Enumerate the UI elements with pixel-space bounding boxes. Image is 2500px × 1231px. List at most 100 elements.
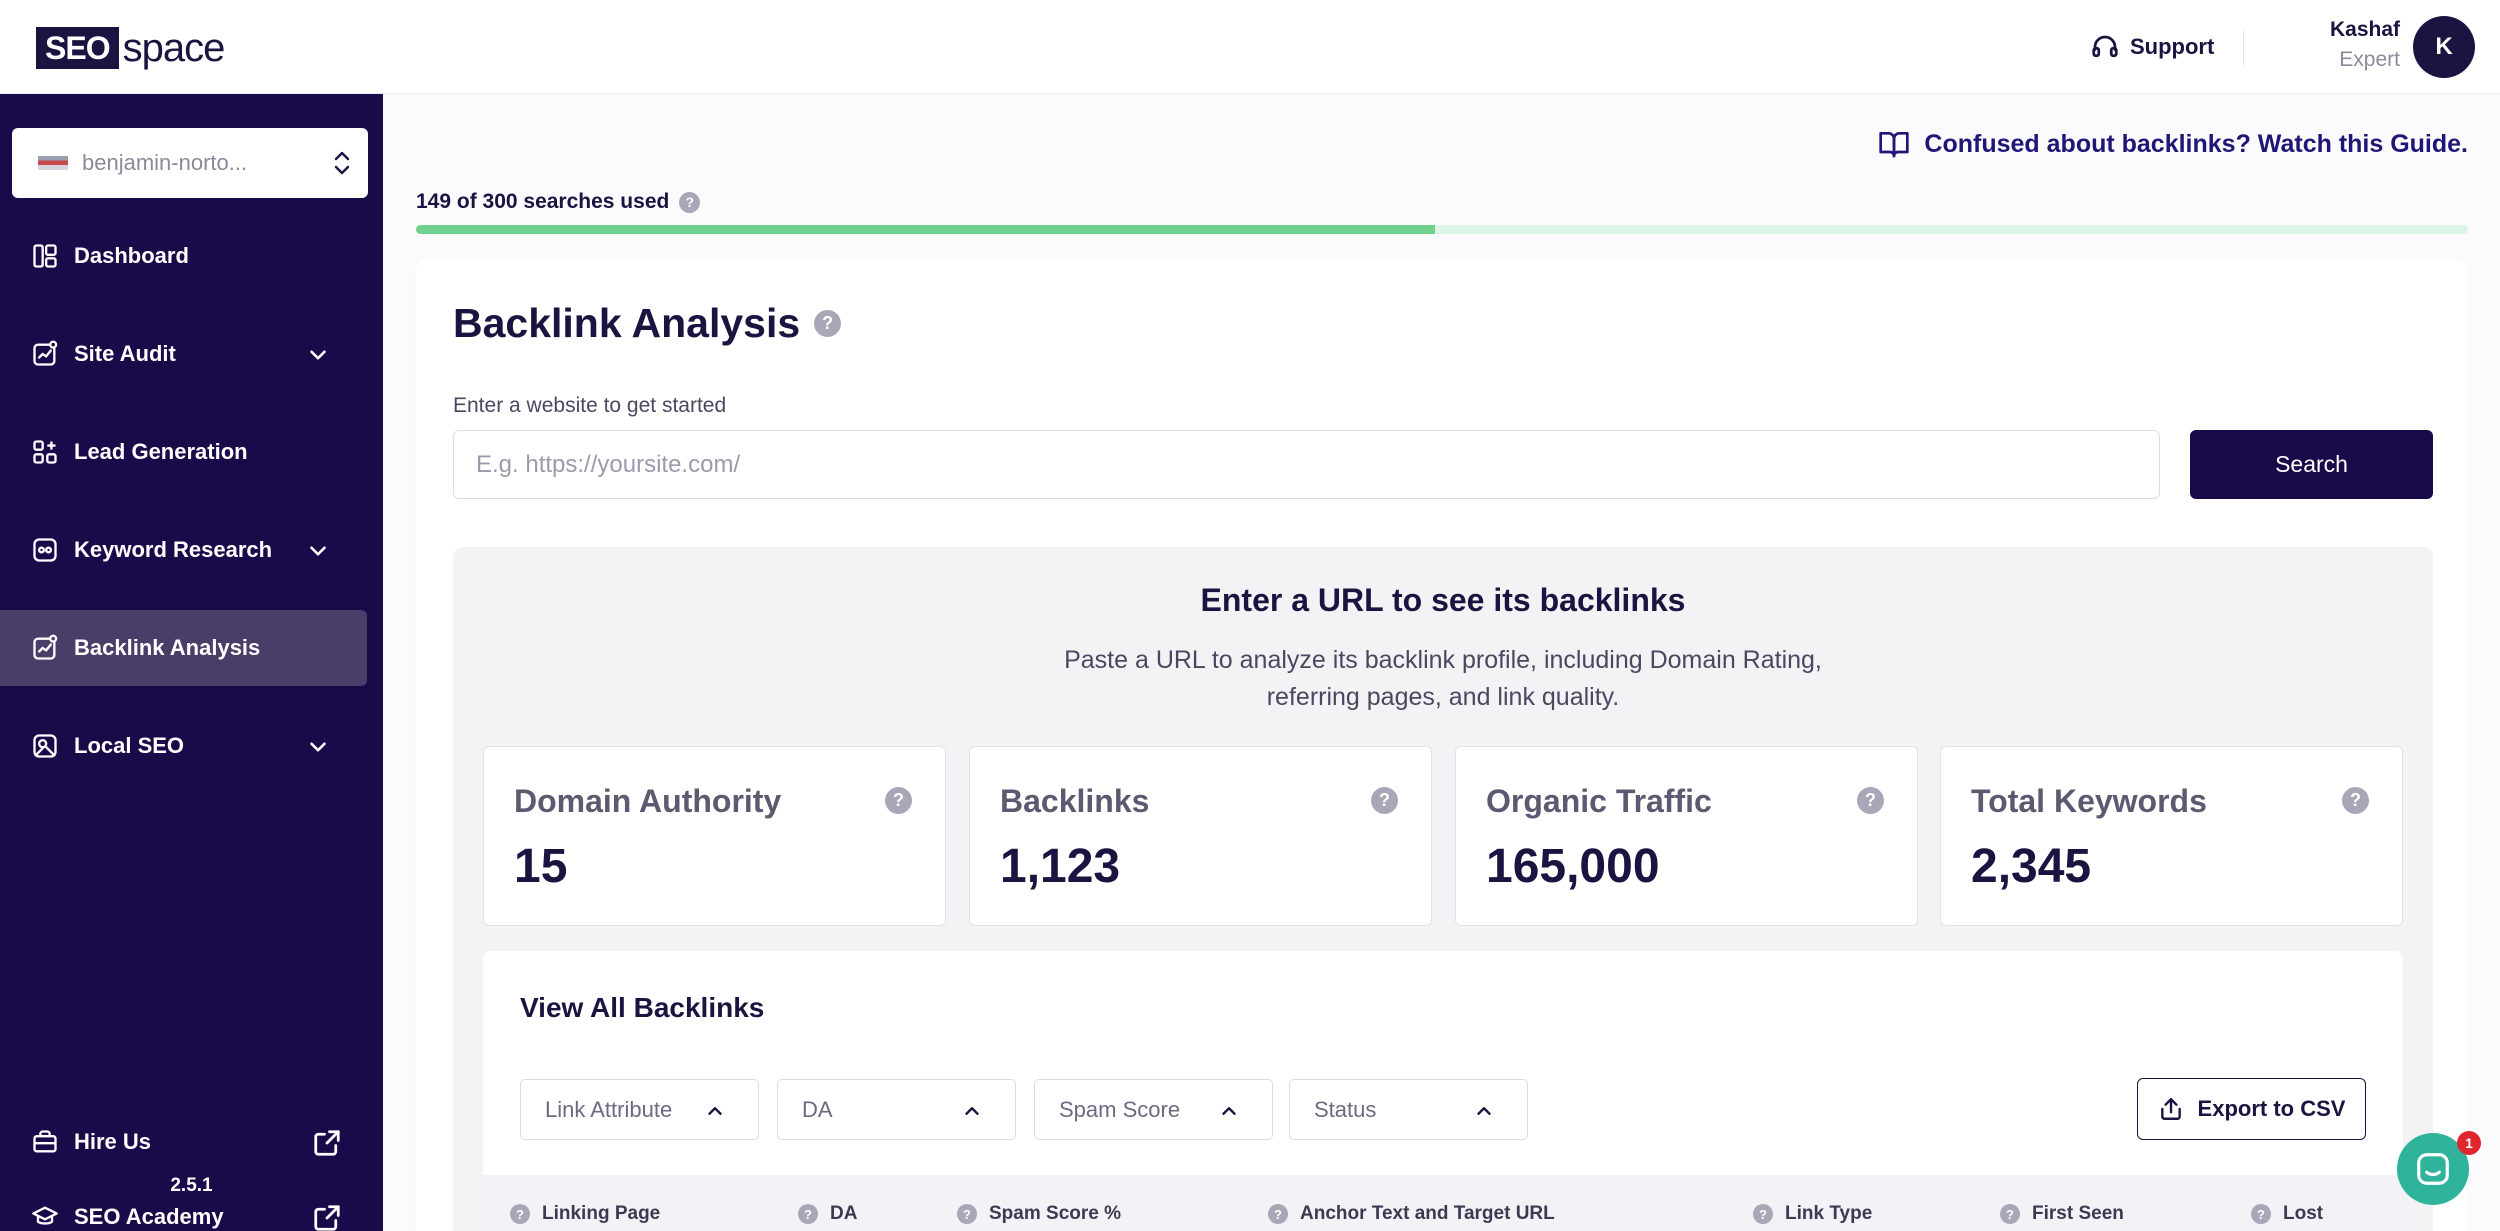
empty-state-title: Enter a URL to see its backlinks — [1200, 582, 1686, 618]
column-link-type[interactable]: ? Link Type — [1753, 1203, 1872, 1225]
support-label: Support — [2130, 34, 2215, 59]
filter-label: Link Attribute — [545, 1096, 673, 1122]
help-icon[interactable]: ? — [1268, 1204, 1288, 1224]
column-da[interactable]: ? DA — [798, 1203, 857, 1225]
sidebar-item-lead-generation[interactable]: Lead Generation — [0, 414, 383, 490]
sidebar-item-site-audit[interactable]: Site Audit — [0, 316, 383, 392]
stat-label: Backlinks — [1000, 783, 1150, 819]
sidebar-item-label: Keyword Research — [74, 537, 273, 562]
export-csv-button[interactable]: Export to CSV — [2137, 1078, 2366, 1140]
external-link-icon — [314, 1205, 340, 1231]
briefcase-icon — [30, 1127, 60, 1157]
chevron-up-down-icon — [334, 151, 350, 175]
chevron-up-icon — [1477, 1107, 1491, 1115]
search-usage: 149 of 300 searches used ? — [416, 190, 701, 214]
column-first-seen[interactable]: ? First Seen — [2000, 1203, 2124, 1225]
guide-link-label: Confused about backlinks? Watch this Gui… — [1924, 129, 2468, 158]
chat-icon — [2417, 1153, 2449, 1185]
chat-notification-badge: 1 — [2457, 1131, 2481, 1155]
column-label: Anchor Text and Target URL — [1300, 1203, 1555, 1224]
filter-da[interactable]: DA — [777, 1079, 1016, 1140]
stat-card-organic-traffic: Organic Traffic 165,000 ? — [1455, 746, 1918, 926]
stat-value: 2,345 — [1971, 840, 2092, 893]
stat-value: 15 — [514, 840, 568, 893]
column-linking-page[interactable]: ? Linking Page — [510, 1203, 660, 1225]
sidebar-item-label: Dashboard — [74, 243, 189, 268]
sidebar-item-label: Site Audit — [74, 341, 176, 366]
column-anchor-text[interactable]: ? Anchor Text and Target URL — [1268, 1203, 1555, 1225]
sidebar-item-label: Lead Generation — [74, 439, 248, 464]
help-icon[interactable]: ? — [1753, 1204, 1773, 1224]
help-icon[interactable]: ? — [2251, 1204, 2271, 1224]
empty-state-description: Paste a URL to analyze its backlink prof… — [1064, 646, 1822, 711]
help-icon[interactable]: ? — [885, 787, 912, 814]
column-label: Spam Score % — [989, 1203, 1121, 1224]
sidebar-item-label: Backlink Analysis — [74, 635, 261, 660]
help-icon[interactable]: ? — [957, 1204, 977, 1224]
chevron-down-icon[interactable] — [305, 342, 331, 368]
column-spam-score[interactable]: ? Spam Score % — [957, 1203, 1121, 1225]
site-selector[interactable]: benjamin-norto... — [12, 128, 368, 198]
stat-label: Organic Traffic — [1486, 783, 1712, 819]
app-version: 2.5.1 — [170, 1175, 213, 1196]
chevron-down-icon[interactable] — [305, 538, 331, 564]
column-label: Lost — [2283, 1203, 2324, 1224]
backlinks-table-title: View All Backlinks — [520, 992, 765, 1023]
chevron-down-icon[interactable] — [305, 734, 331, 760]
filter-spam-score[interactable]: Spam Score — [1034, 1079, 1273, 1140]
backlinks-guide-link[interactable]: Confused about backlinks? Watch this Gui… — [1878, 128, 2468, 160]
user-role: Expert — [2339, 48, 2400, 71]
header-divider — [2243, 30, 2244, 66]
help-icon[interactable]: ? — [1371, 787, 1398, 814]
column-label: Linking Page — [542, 1203, 661, 1224]
sidebar-item-hire-us[interactable]: Hire Us — [0, 1104, 383, 1180]
logo-boxed-text: SEO — [36, 27, 119, 69]
column-label: DA — [830, 1203, 858, 1224]
help-icon[interactable]: ? — [510, 1204, 530, 1224]
avatar[interactable]: K — [2413, 16, 2475, 78]
help-icon[interactable]: ? — [1857, 787, 1884, 814]
site-favicon-icon — [38, 156, 68, 170]
search-usage-progress-fill — [416, 225, 1436, 234]
help-icon[interactable]: ? — [679, 191, 701, 213]
search-button[interactable]: Search — [2190, 430, 2433, 499]
filter-label: Status — [1314, 1096, 1377, 1122]
help-icon[interactable]: ? — [814, 310, 842, 337]
filter-label: DA — [802, 1096, 833, 1122]
sidebar-item-label: SEO Academy — [74, 1204, 224, 1229]
headset-icon — [2092, 35, 2118, 58]
help-icon[interactable]: ? — [798, 1204, 818, 1224]
sidebar-item-seo-academy[interactable]: SEO Academy — [0, 1179, 383, 1231]
support-link[interactable]: Support — [2090, 28, 2214, 66]
filter-link-attribute[interactable]: Link Attribute — [520, 1079, 759, 1140]
stat-card-total-keywords: Total Keywords 2,345 ? — [1940, 746, 2403, 926]
external-link-icon — [314, 1130, 340, 1156]
graduation-cap-icon — [30, 1202, 60, 1231]
page-title-text: Backlink Analysis — [453, 300, 801, 346]
seo-space-logo[interactable]: SEO space — [36, 25, 226, 70]
share-upload-icon — [2160, 1098, 2181, 1120]
stat-card-domain-authority: Domain Authority 15 ? — [483, 746, 946, 926]
top-header: SEO space Support Kashaf Expert K — [0, 0, 2500, 94]
sidebar-item-local-seo[interactable]: Local SEO — [0, 708, 383, 784]
filter-label: Spam Score — [1059, 1096, 1181, 1122]
local-seo-icon — [30, 731, 60, 761]
sidebar-item-keyword-research[interactable]: Keyword Research — [0, 512, 383, 588]
chevron-up-icon — [708, 1107, 722, 1115]
stat-value: 165,000 — [1486, 840, 1660, 893]
column-lost[interactable]: ? Lost — [2251, 1203, 2323, 1225]
backlink-analysis-icon — [30, 633, 60, 663]
help-icon[interactable]: ? — [2342, 787, 2369, 814]
website-input-label: Enter a website to get started — [453, 394, 727, 417]
filter-status[interactable]: Status — [1289, 1079, 1528, 1140]
column-label: Link Type — [1785, 1203, 1873, 1224]
logo-text: space — [122, 25, 226, 70]
export-csv-label: Export to CSV — [2197, 1096, 2346, 1121]
user-name: Kashaf — [2329, 18, 2400, 41]
sidebar-item-backlink-analysis[interactable]: Backlink Analysis — [0, 610, 367, 686]
sidebar-item-label: Hire Us — [74, 1129, 152, 1154]
help-icon[interactable]: ? — [2000, 1204, 2020, 1224]
website-url-input[interactable] — [453, 430, 2160, 499]
site-audit-icon — [30, 339, 60, 369]
sidebar-item-dashboard[interactable]: Dashboard — [0, 218, 383, 294]
